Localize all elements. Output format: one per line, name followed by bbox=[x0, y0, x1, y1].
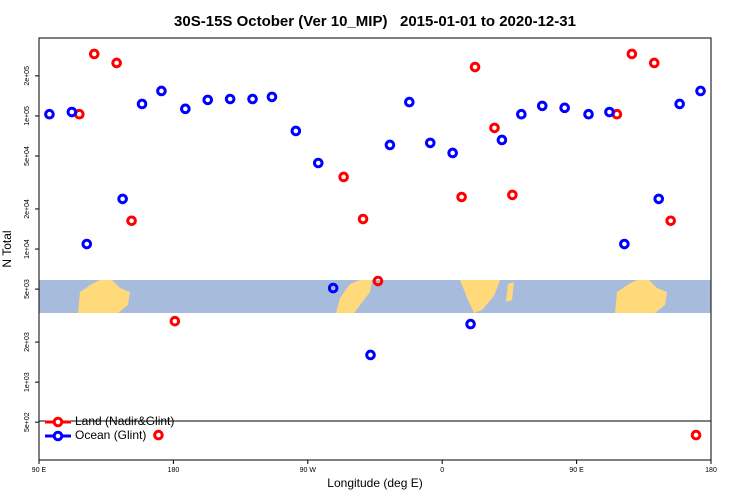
point bbox=[447, 147, 458, 159]
point bbox=[690, 429, 702, 441]
point bbox=[665, 215, 676, 227]
land-shape bbox=[78, 280, 130, 313]
point bbox=[372, 275, 384, 287]
legend-label: Land (Nadir&Glint) bbox=[75, 414, 174, 428]
land-shape bbox=[615, 280, 667, 313]
map-band bbox=[39, 280, 711, 313]
point bbox=[224, 93, 236, 105]
y-tick-label: 5e+03 bbox=[24, 279, 31, 299]
y-tick-label: 1e+04 bbox=[24, 239, 31, 259]
x-tick-label: 90 E bbox=[569, 467, 584, 474]
y-tick-label: 2e+05 bbox=[24, 66, 31, 86]
point bbox=[365, 349, 376, 361]
point bbox=[496, 134, 508, 146]
point bbox=[266, 91, 278, 103]
point bbox=[604, 106, 615, 118]
y-tick-label: 1e+03 bbox=[24, 372, 31, 392]
point bbox=[648, 57, 660, 69]
y-tick-label: 5e+04 bbox=[24, 146, 31, 166]
legend-marker bbox=[52, 430, 64, 442]
point bbox=[312, 157, 324, 169]
land-shape bbox=[336, 280, 372, 313]
point bbox=[81, 238, 93, 250]
point bbox=[559, 102, 570, 114]
chart-title: 30S-15S October (Ver 10_MIP) 2015-01-01 … bbox=[174, 13, 576, 30]
y-tick-label: 2e+04 bbox=[24, 199, 31, 219]
point bbox=[290, 125, 302, 137]
point bbox=[674, 98, 685, 110]
y-tick-label: 1e+05 bbox=[24, 106, 31, 126]
point bbox=[327, 282, 339, 294]
y-axis-label: N Total bbox=[0, 230, 14, 267]
point bbox=[465, 318, 476, 330]
point bbox=[489, 122, 500, 134]
legend-label: Ocean (Glint) bbox=[75, 428, 146, 442]
point bbox=[536, 100, 548, 112]
point bbox=[180, 103, 191, 115]
legend-marker bbox=[52, 416, 64, 428]
point bbox=[469, 61, 481, 73]
x-tick-label: 90 E bbox=[32, 467, 47, 474]
point bbox=[507, 189, 518, 201]
point bbox=[66, 106, 78, 118]
point bbox=[357, 213, 369, 225]
point bbox=[424, 137, 436, 149]
point bbox=[44, 108, 55, 120]
ocean-band bbox=[39, 280, 711, 313]
point bbox=[153, 429, 164, 441]
point bbox=[169, 315, 181, 327]
point bbox=[88, 48, 100, 60]
point bbox=[126, 215, 137, 227]
point bbox=[695, 85, 706, 97]
point bbox=[136, 98, 148, 110]
land-shape bbox=[460, 280, 500, 313]
point bbox=[384, 139, 396, 151]
point bbox=[338, 171, 349, 183]
point bbox=[202, 94, 214, 106]
x-tick-label: 180 bbox=[705, 467, 717, 474]
y-tick-label: 2e+03 bbox=[24, 332, 31, 352]
point bbox=[111, 57, 122, 69]
x-tick-label: 90 W bbox=[300, 467, 317, 474]
x-tick-label: 180 bbox=[168, 467, 180, 474]
y-tick-label: 5e+02 bbox=[24, 412, 31, 432]
point bbox=[626, 48, 638, 60]
x-tick-label: 0 bbox=[440, 467, 444, 474]
point bbox=[619, 238, 630, 250]
point bbox=[247, 93, 258, 105]
point bbox=[583, 108, 594, 120]
point bbox=[156, 85, 167, 97]
point bbox=[653, 193, 665, 205]
point bbox=[117, 193, 128, 205]
point bbox=[404, 96, 415, 108]
point bbox=[516, 108, 527, 120]
land-shape bbox=[506, 282, 514, 302]
point bbox=[456, 191, 467, 203]
x-axis-label: Longitude (deg E) bbox=[327, 476, 422, 490]
